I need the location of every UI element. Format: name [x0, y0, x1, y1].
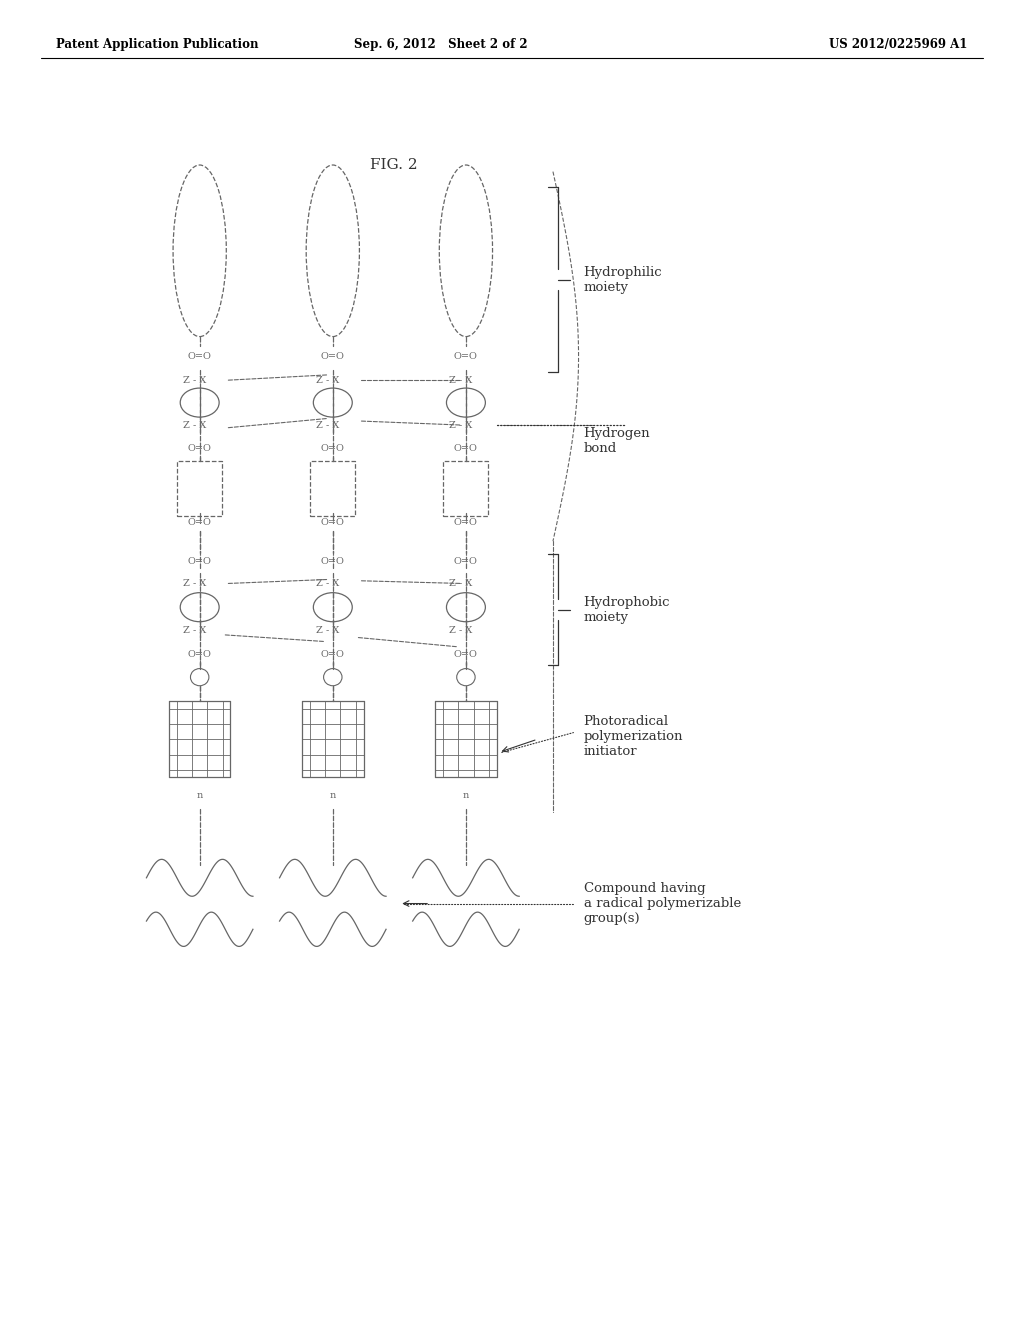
- Bar: [443, 461, 488, 516]
- Text: Z - X: Z - X: [316, 579, 339, 587]
- Text: O=O: O=O: [321, 519, 345, 527]
- Text: Sep. 6, 2012   Sheet 2 of 2: Sep. 6, 2012 Sheet 2 of 2: [353, 38, 527, 51]
- Text: Hydrophobic
moiety: Hydrophobic moiety: [584, 595, 670, 624]
- Text: Z - X: Z - X: [316, 421, 339, 429]
- Text: US 2012/0225969 A1: US 2012/0225969 A1: [829, 38, 968, 51]
- Bar: [310, 461, 355, 516]
- Text: FIG. 2: FIG. 2: [371, 158, 418, 172]
- Text: n: n: [330, 792, 336, 800]
- Text: O=O: O=O: [454, 651, 478, 659]
- Text: Photoradical
polymerization
initiator: Photoradical polymerization initiator: [584, 715, 683, 758]
- Text: O=O: O=O: [454, 352, 478, 360]
- Text: O=O: O=O: [187, 651, 212, 659]
- Text: O=O: O=O: [321, 557, 345, 565]
- Text: Hydrogen
bond: Hydrogen bond: [584, 426, 650, 455]
- Text: n: n: [197, 792, 203, 800]
- Text: Z - X: Z - X: [183, 627, 206, 635]
- Text: O=O: O=O: [454, 445, 478, 453]
- Text: Z - X: Z - X: [183, 421, 206, 429]
- Text: O=O: O=O: [187, 519, 212, 527]
- Text: O=O: O=O: [321, 352, 345, 360]
- Text: Z - X: Z - X: [450, 376, 472, 384]
- Text: O=O: O=O: [187, 352, 212, 360]
- Text: Patent Application Publication: Patent Application Publication: [56, 38, 259, 51]
- Text: O=O: O=O: [454, 557, 478, 565]
- Text: Z - X: Z - X: [316, 627, 339, 635]
- Text: Z - X: Z - X: [450, 421, 472, 429]
- Text: Compound having
a radical polymerizable
group(s): Compound having a radical polymerizable …: [584, 882, 741, 925]
- Text: n: n: [463, 792, 469, 800]
- Text: Z - X: Z - X: [450, 627, 472, 635]
- Text: O=O: O=O: [454, 519, 478, 527]
- Text: O=O: O=O: [187, 445, 212, 453]
- Text: Z - X: Z - X: [450, 579, 472, 587]
- Text: O=O: O=O: [321, 445, 345, 453]
- Text: O=O: O=O: [187, 557, 212, 565]
- Text: Z - X: Z - X: [316, 376, 339, 384]
- Text: Z - X: Z - X: [183, 376, 206, 384]
- Bar: [177, 461, 222, 516]
- Text: O=O: O=O: [321, 651, 345, 659]
- Text: Z - X: Z - X: [183, 579, 206, 587]
- Text: Hydrophilic
moiety: Hydrophilic moiety: [584, 265, 663, 294]
